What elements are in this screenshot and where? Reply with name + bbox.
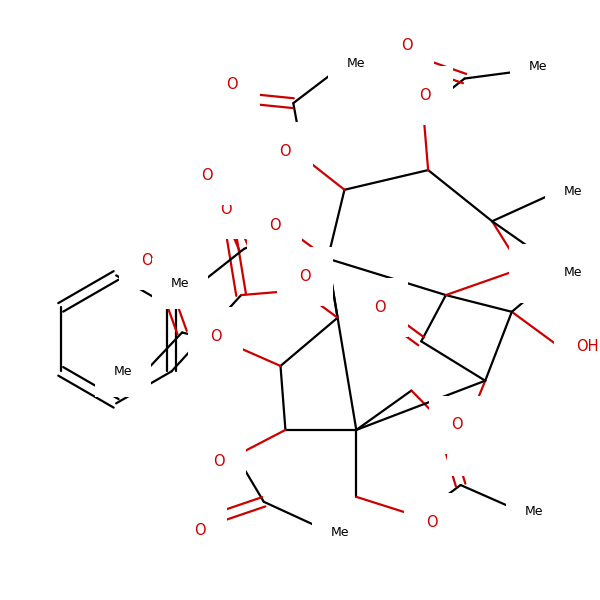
Text: O: O (141, 253, 152, 268)
Text: OH: OH (576, 339, 598, 354)
Text: O: O (269, 218, 280, 233)
Text: O: O (469, 439, 480, 454)
Text: O: O (221, 202, 232, 217)
Text: O: O (451, 418, 463, 433)
Text: O: O (299, 269, 311, 284)
Text: O: O (212, 454, 224, 469)
Text: O: O (401, 38, 412, 53)
Text: Me: Me (524, 505, 543, 518)
Text: O: O (194, 523, 206, 538)
Text: O: O (530, 266, 542, 281)
Text: O: O (226, 77, 238, 92)
Text: Me: Me (529, 60, 547, 73)
Text: O: O (201, 169, 212, 184)
Text: O: O (374, 301, 386, 316)
Text: Me: Me (113, 365, 132, 379)
Text: Me: Me (564, 185, 583, 198)
Text: Me: Me (331, 526, 349, 539)
Text: O: O (280, 144, 291, 159)
Text: Me: Me (564, 266, 583, 279)
Text: O: O (210, 329, 221, 344)
Text: Me: Me (346, 57, 365, 70)
Text: O: O (426, 515, 438, 530)
Text: Me: Me (170, 277, 189, 290)
Text: Me: Me (549, 247, 568, 260)
Text: O: O (419, 88, 431, 103)
